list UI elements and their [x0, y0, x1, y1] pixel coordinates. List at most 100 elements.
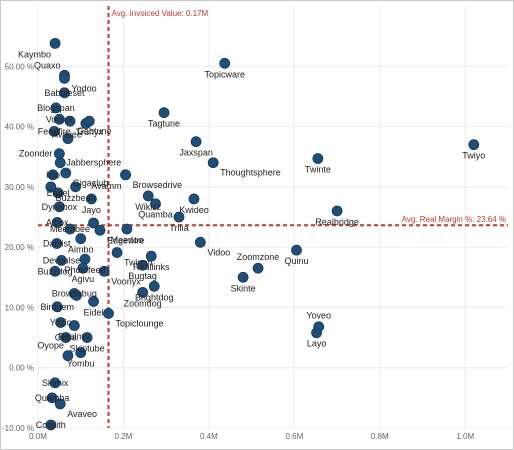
data-point	[81, 332, 93, 343]
point-label: Buzzbean	[56, 193, 96, 203]
point-label: Quaxo	[34, 60, 61, 70]
point-label: Geba	[55, 333, 77, 343]
data-point	[194, 236, 206, 248]
point-label: Aibox	[46, 217, 69, 227]
data-point	[98, 265, 110, 277]
data-point	[50, 102, 62, 114]
point-label: Twimm	[124, 258, 153, 268]
point-label: Kwideo	[179, 205, 209, 215]
data-point	[190, 136, 202, 148]
point-label: Skinte	[231, 283, 256, 293]
data-points	[45, 37, 480, 431]
y-tick-label: 30.00 %	[5, 183, 34, 192]
x-tick-label: 0.6M	[285, 432, 303, 441]
point-label: Jaxspan	[179, 148, 213, 158]
point-label: Brightdog	[135, 292, 174, 302]
point-label: Jayo	[82, 205, 101, 215]
point-label: Zoomdog	[124, 298, 162, 308]
point-label: Bugtag	[128, 271, 157, 281]
point-label: Izio	[46, 170, 60, 180]
data-point	[54, 157, 66, 169]
y-tick-label: 20.00 %	[5, 243, 34, 252]
point-label: Cogilith	[36, 420, 66, 430]
y-tick-label: 10.00 %	[5, 303, 34, 312]
point-label: Wikizz	[135, 202, 161, 212]
point-label: Twinte	[305, 165, 331, 175]
data-point	[64, 223, 76, 235]
point-label: Thoughtsphere	[220, 168, 281, 178]
data-point	[145, 250, 157, 262]
point-label: Topiclounge	[116, 318, 164, 328]
point-label: Browsedrive	[133, 180, 183, 190]
data-point	[52, 187, 64, 199]
x-tick-label: 0.8M	[371, 432, 389, 441]
point-label: Birdgem	[40, 302, 74, 312]
point-label: Devpulse	[43, 255, 81, 265]
point-label: Edgewire	[107, 235, 145, 245]
y-tick-label: -10.00 %	[2, 424, 34, 433]
data-point	[51, 301, 63, 313]
data-point	[68, 320, 80, 331]
avg-real-margin-label: Avg. Real Margin %: 23.64 %	[402, 215, 506, 224]
data-point	[148, 280, 160, 292]
data-point	[59, 87, 70, 99]
point-label: Avaveo	[67, 409, 97, 419]
data-point	[291, 244, 302, 256]
point-label: Tagtune	[148, 119, 180, 129]
point-label: Yozio	[50, 318, 72, 328]
data-point	[56, 255, 67, 266]
point-label: Realbridge	[315, 217, 359, 227]
x-tick-label: 0.0M	[29, 432, 47, 441]
point-label: Twiyo	[462, 151, 485, 161]
data-point	[312, 153, 324, 164]
data-point	[47, 169, 59, 181]
data-point	[252, 262, 264, 274]
data-point	[103, 308, 114, 319]
y-tick-label: 40.00 %	[5, 123, 34, 132]
point-label: Yoveo	[306, 311, 331, 321]
point-label: Layo	[307, 339, 327, 349]
data-point	[49, 265, 61, 277]
point-label: Photofeed	[64, 265, 105, 275]
point-label: Voonix	[46, 114, 74, 124]
data-point	[311, 327, 322, 339]
data-point	[237, 271, 249, 283]
data-point	[120, 169, 131, 181]
avg-invoiced-value-label: Avg. Invoiced Value: 0.17M	[112, 9, 209, 18]
point-label: Quinu	[284, 256, 308, 266]
data-point	[53, 113, 65, 125]
data-point	[70, 181, 81, 193]
point-label: Skimix	[42, 378, 69, 388]
point-label: Eadel	[47, 188, 70, 198]
data-point	[45, 419, 57, 431]
point-label: Skiptube	[70, 344, 105, 354]
data-point	[64, 115, 76, 127]
data-point	[158, 107, 170, 119]
point-label: Browsebug	[52, 289, 97, 299]
point-label: Oyope	[37, 341, 64, 351]
point-label: Yombu	[67, 359, 95, 369]
data-point	[331, 205, 343, 217]
point-label: Topicware	[204, 69, 245, 79]
data-point	[468, 139, 480, 151]
point-label: Eidel	[84, 307, 104, 317]
point-label: Quamba	[35, 393, 70, 403]
data-point	[219, 57, 231, 69]
data-point	[51, 217, 63, 228]
point-label: Zoomzone	[237, 252, 280, 262]
point-label: Trilia	[169, 223, 188, 233]
data-point	[83, 115, 95, 127]
x-tick-label: 1.0M	[456, 432, 474, 441]
data-point	[60, 167, 72, 179]
point-label: Kaymbo	[18, 49, 51, 59]
data-point	[137, 286, 149, 298]
data-point	[45, 181, 57, 193]
data-point	[59, 72, 70, 84]
data-point	[207, 157, 219, 169]
data-point	[142, 190, 154, 202]
data-point	[77, 262, 89, 274]
data-point	[48, 125, 60, 137]
x-tick-label: 0.2M	[115, 432, 133, 441]
point-label: Buzzdog	[38, 266, 73, 276]
